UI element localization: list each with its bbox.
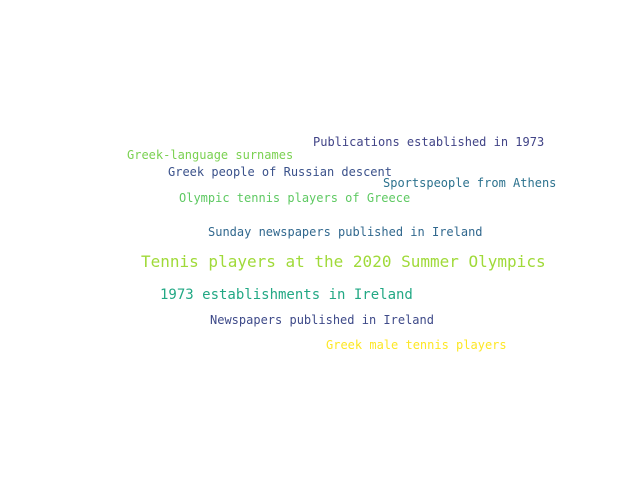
word-1973-establishments-ireland: 1973 establishments in Ireland bbox=[160, 287, 413, 303]
word-newspapers-published-ireland: Newspapers published in Ireland bbox=[210, 313, 434, 327]
word-sunday-newspapers-ireland: Sunday newspapers published in Ireland bbox=[208, 225, 483, 239]
word-publications-established-1973: Publications established in 1973 bbox=[313, 135, 545, 149]
word-greek-people-russian-descent: Greek people of Russian descent bbox=[168, 165, 392, 179]
word-greek-language-surnames: Greek-language surnames bbox=[127, 148, 294, 162]
word-tennis-players-2020-olympics: Tennis players at the 2020 Summer Olympi… bbox=[141, 252, 546, 271]
word-olympic-tennis-players-greece: Olympic tennis players of Greece bbox=[179, 191, 411, 205]
word-sportspeople-from-athens: Sportspeople from Athens bbox=[383, 176, 557, 190]
word-greek-male-tennis-players: Greek male tennis players bbox=[326, 338, 507, 352]
